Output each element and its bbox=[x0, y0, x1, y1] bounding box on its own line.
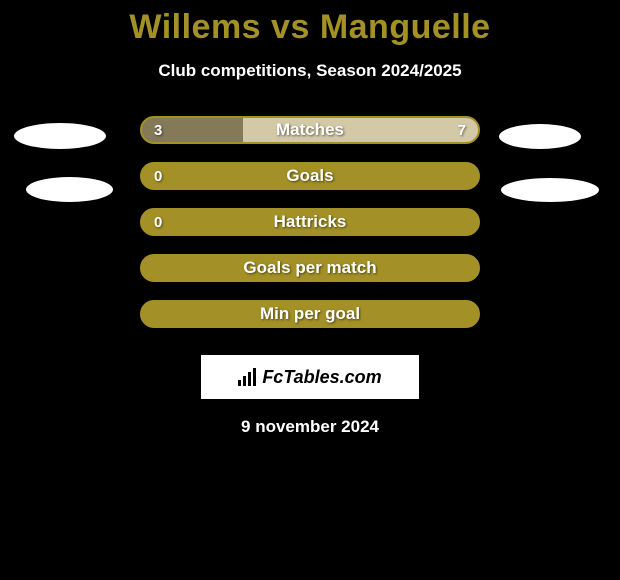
stat-bar: Goals0 bbox=[140, 162, 480, 190]
page-title: Willems vs Manguelle bbox=[0, 0, 620, 47]
subtitle: Club competitions, Season 2024/2025 bbox=[0, 61, 620, 81]
stat-label: Goals bbox=[142, 164, 478, 188]
stat-value-left bbox=[142, 256, 166, 280]
stat-value-left bbox=[142, 302, 166, 326]
bar-left-fill bbox=[142, 118, 243, 142]
stat-row: Min per goal bbox=[0, 291, 620, 337]
stat-label: Goals per match bbox=[142, 256, 478, 280]
stat-value-right bbox=[454, 164, 478, 188]
stat-bar: Hattricks0 bbox=[140, 208, 480, 236]
stat-value-right bbox=[454, 210, 478, 234]
title-vs: vs bbox=[271, 8, 310, 46]
stat-label: Hattricks bbox=[142, 210, 478, 234]
decor-ellipse bbox=[501, 178, 599, 202]
stat-value-left: 0 bbox=[142, 210, 174, 234]
stat-bar: Matches37 bbox=[140, 116, 480, 144]
brand-badge[interactable]: FcTables.com bbox=[201, 355, 419, 399]
stat-label: Min per goal bbox=[142, 302, 478, 326]
title-player1: Willems bbox=[129, 8, 261, 46]
bar-right-fill bbox=[243, 118, 478, 142]
stat-bar: Goals per match bbox=[140, 254, 480, 282]
decor-ellipse bbox=[499, 124, 581, 149]
stat-bar: Min per goal bbox=[140, 300, 480, 328]
decor-ellipse bbox=[14, 123, 106, 149]
date-line: 9 november 2024 bbox=[0, 417, 620, 437]
stat-row: Goals per match bbox=[0, 245, 620, 291]
title-player2: Manguelle bbox=[320, 8, 491, 46]
brand-text: FcTables.com bbox=[262, 367, 381, 388]
stat-row: Hattricks0 bbox=[0, 199, 620, 245]
brand-chart-icon bbox=[238, 368, 256, 386]
comparison-card: Willems vs Manguelle Club competitions, … bbox=[0, 0, 620, 580]
decor-ellipse bbox=[26, 177, 113, 202]
stat-value-right bbox=[454, 256, 478, 280]
stat-value-right bbox=[454, 302, 478, 326]
stat-value-left: 0 bbox=[142, 164, 174, 188]
